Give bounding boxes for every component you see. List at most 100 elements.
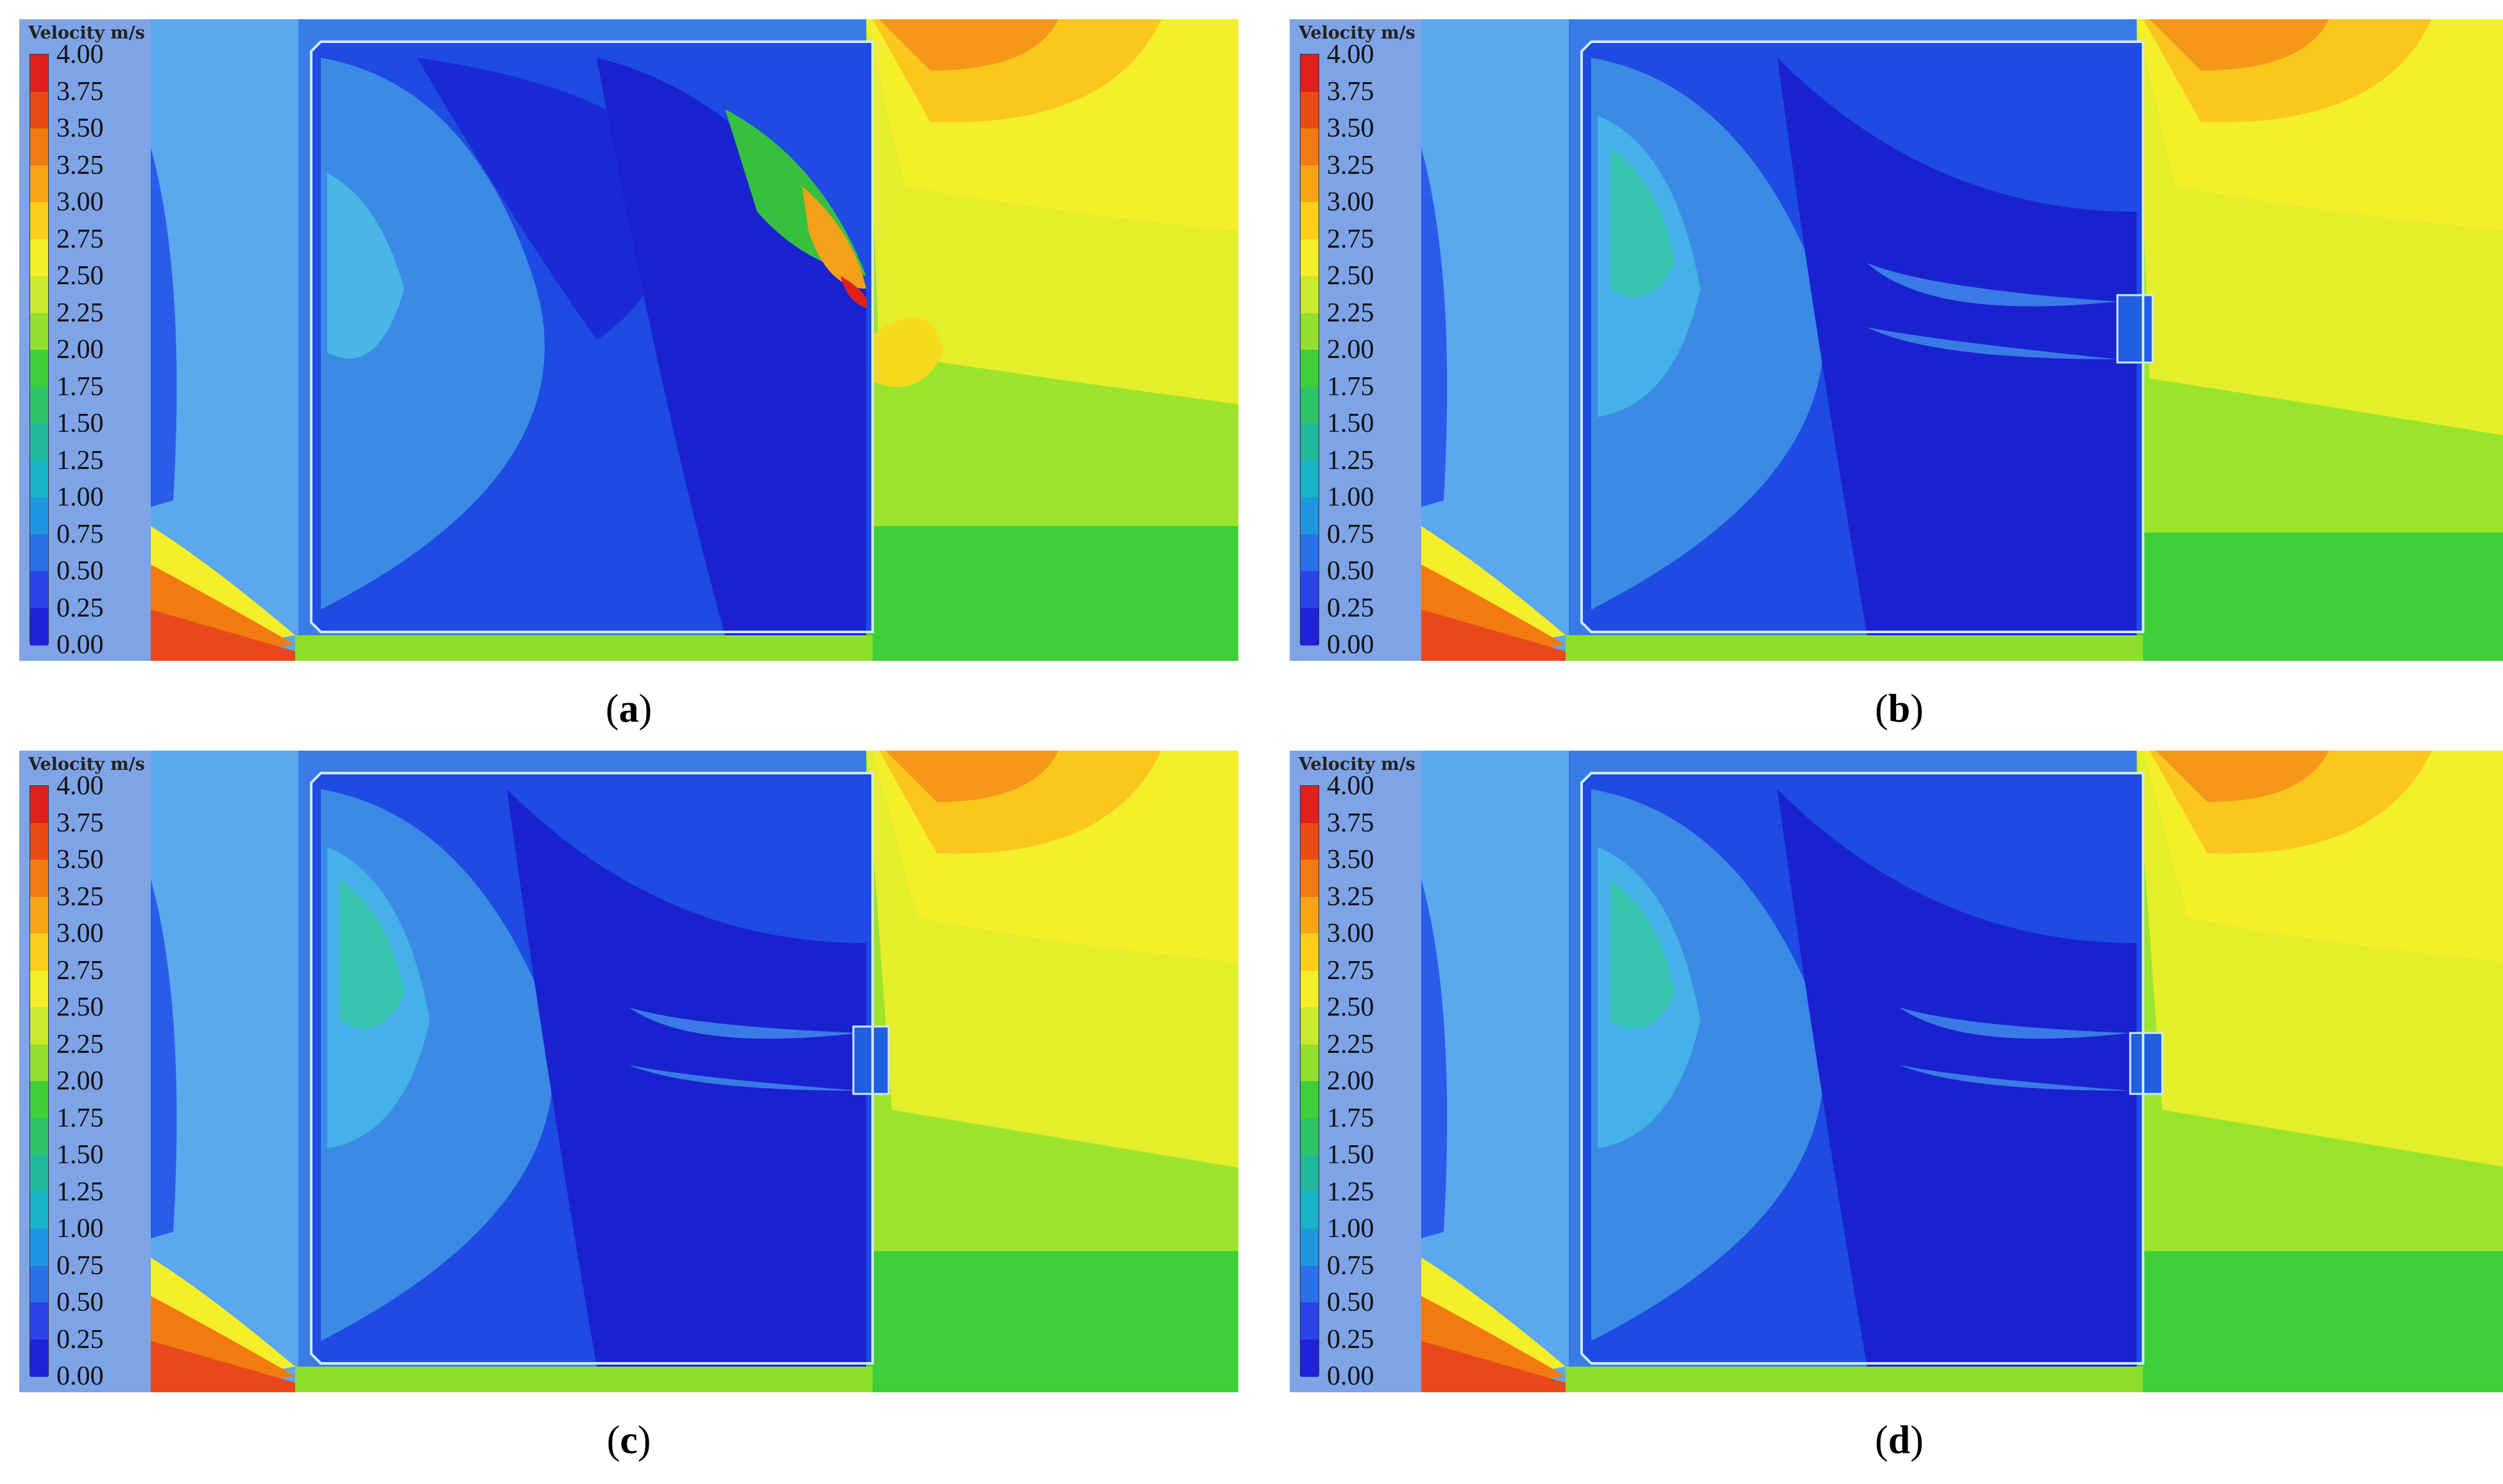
legend-tick-label: 3.50 [56,845,104,874]
legend-color-segment [1301,608,1319,645]
legend-color-segment [1301,1044,1319,1082]
legend-tick-label: 3.75 [1327,76,1374,107]
legend-tick-label: 1.25 [56,445,104,475]
legend-color-segment [1301,1229,1319,1266]
legend-color-segment [1301,823,1319,860]
legend-tick-label: 1.50 [56,409,104,438]
legend-color-segment [1301,970,1319,1008]
legend-tick-label: 2.50 [56,993,104,1022]
legend-color-segment [1301,1302,1319,1340]
legend-tick-label: 3.50 [1327,845,1374,874]
legend-tick-label: 0.50 [56,556,104,586]
legend-color-segment [30,497,48,534]
legend-tick-label: 0.00 [56,1361,104,1391]
legend-color-segment [1301,534,1319,572]
legend-tick-label: 1.25 [56,1177,104,1207]
caption-a: (a) [605,687,653,731]
legend-tick-label: 3.00 [1327,187,1374,217]
legend-color-segment [30,823,48,860]
legend-tick-label: 1.50 [56,1140,104,1170]
legend-color-segment [1301,896,1319,934]
legend-color-segment [30,534,48,572]
legend-color-segment [30,1191,48,1229]
legend-color-segment [30,1229,48,1266]
legend-tick-label: 3.50 [56,114,104,143]
legend-tick-label: 0.75 [1327,519,1374,549]
legend-color-segment [1301,1339,1319,1377]
legend-color-segment [1301,1118,1319,1156]
legend-color-segment [1301,312,1319,350]
legend-color-segment [30,1081,48,1118]
legend-tick-label: 1.00 [56,482,104,512]
legend-color-segment [1301,497,1319,534]
legend-color-segment [1301,1191,1319,1229]
velocity-contour-plot-a [19,19,1238,661]
legend-tick-label: 2.25 [56,1029,104,1059]
legend-tick-label: 3.75 [56,76,104,107]
legend-color-segment [1301,1007,1319,1045]
legend-color-segment [1301,1155,1319,1192]
contour-panel-a: Velocity m/s 4.00 3.75 3.50 3.25 3.00 2.75 2.5… [19,19,1238,661]
contour-panel-d: Velocity m/s 4.00 3.75 3.50 3.25 3.00 2.75 2.5… [1290,751,2503,1392]
legend-tick-label: 1.75 [56,371,104,402]
legend-color-segment [30,1265,48,1303]
legend-tick-label: 1.75 [56,1103,104,1133]
legend-color-segment [30,128,48,166]
velocity-legend-d: Velocity m/s 4.00 3.75 3.50 3.25 3.00 2.75 2.5… [1290,751,1421,1392]
velocity-contour-plot-c [19,751,1238,1392]
velocity-contour-plot-d [1290,751,2503,1392]
legend-color-segment [1301,860,1319,897]
legend-color-segment [1301,55,1319,92]
legend-color-segment [30,896,48,934]
legend-title: Velocity m/s [28,755,145,774]
legend-tick-label: 1.25 [1327,1177,1374,1207]
legend-color-segment [30,1007,48,1045]
legend-tick-label: 2.00 [1327,1066,1374,1096]
legend-tick-label: 2.75 [56,955,104,985]
legend-color-segment [30,91,48,129]
contour-panel-c: Velocity m/s 4.00 3.75 3.50 3.25 3.00 2.75 2.5… [19,751,1238,1392]
legend-tick-label: 4.00 [1327,40,1374,69]
legend-tick-label: 2.00 [56,1066,104,1096]
velocity-contour-plot-b [1290,19,2503,661]
legend-color-segment [1301,786,1319,823]
legend-tick-label: 3.00 [1327,919,1374,948]
legend-color-segment [30,55,48,92]
legend-tick-label: 0.00 [1327,1361,1374,1391]
legend-tick-label: 0.00 [56,630,104,660]
legend-color-segment [1301,350,1319,387]
legend-color-segment [30,350,48,387]
legend-color-segment [30,202,48,239]
legend-color-segment [1301,1265,1319,1303]
legend-tick-label: 0.50 [1327,1288,1374,1317]
legend-color-segment [30,276,48,313]
legend-tick-label: 0.25 [56,593,104,623]
legend-color-segment [1301,91,1319,129]
legend-color-segment [30,1302,48,1340]
legend-color-segment [1301,239,1319,277]
legend-color-segment [1301,386,1319,424]
legend-tick-label: 0.25 [56,1324,104,1354]
legend-tick-label: 2.75 [1327,955,1374,985]
legend-color-segment [1301,571,1319,608]
caption-c: (c) [606,1419,651,1462]
legend-tick-label: 1.50 [1327,409,1374,438]
velocity-legend-a: Velocity m/s 4.00 3.75 3.50 3.25 3.00 2.75 2.5… [19,19,151,661]
legend-color-segment [30,970,48,1008]
legend-color-segment [1301,1081,1319,1118]
legend-color-segment [30,571,48,608]
legend-tick-label: 4.00 [1327,771,1374,801]
legend-tick-label: 2.25 [1327,298,1374,328]
legend-color-segment [30,860,48,897]
legend-color-bar [30,785,49,1377]
legend-tick-label: 0.75 [1327,1250,1374,1281]
legend-tick-label: 0.75 [56,1250,104,1281]
legend-tick-label: 1.00 [56,1214,104,1243]
legend-color-segment [1301,423,1319,461]
legend-color-bar [1300,785,1319,1377]
legend-tick-label: 3.25 [56,882,104,912]
legend-tick-label: 3.25 [56,150,104,180]
legend-color-segment [1301,128,1319,166]
legend-color-bar [30,54,49,645]
legend-tick-label: 0.25 [1327,593,1374,623]
